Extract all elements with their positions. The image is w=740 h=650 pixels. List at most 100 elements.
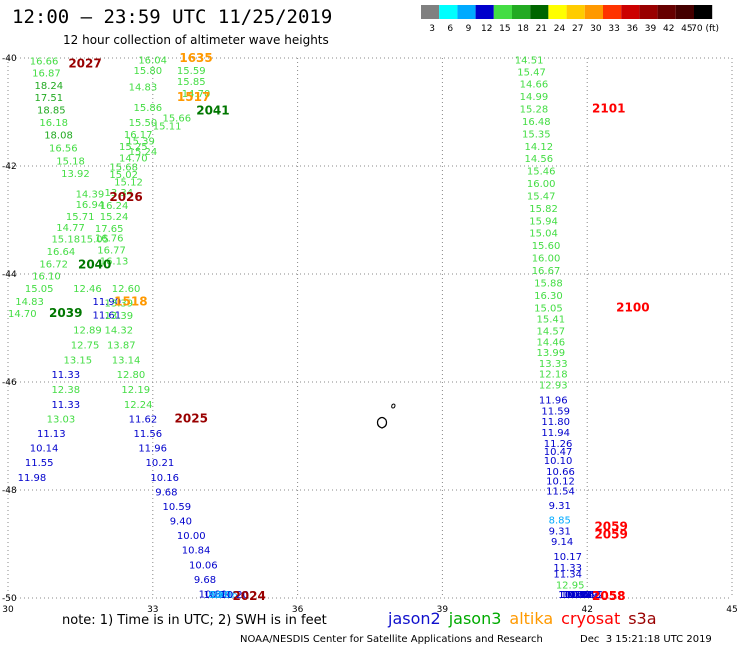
wave-height-label: 10.16 — [150, 473, 179, 484]
wave-height-label: 10.12 — [546, 477, 575, 488]
wave-height-label: 18.85 — [37, 106, 66, 117]
wave-height-label: 14.70 — [182, 89, 211, 100]
chart-subtitle: 12 hour collection of altimeter wave hei… — [63, 33, 329, 47]
wave-height-label: 11.61 — [92, 310, 121, 321]
scale-swatch — [639, 5, 658, 19]
scale-label: 21 — [536, 24, 547, 34]
legend-item-cryosat: cryosat — [561, 609, 621, 628]
wave-height-label: 13.03 — [47, 415, 76, 426]
scale-swatch — [421, 5, 440, 19]
wave-height-label: 15.18 — [56, 156, 85, 167]
wave-height-label: 12.75 — [71, 341, 100, 352]
y-tick-label: -40 — [2, 54, 17, 64]
wave-height-label: 16.00 — [527, 179, 556, 190]
wave-height-label: 15.05 — [25, 284, 54, 295]
wave-height-label: 15.25 — [119, 142, 148, 153]
scale-swatch — [621, 5, 640, 19]
credit-date: Dec 3 15:21:18 UTC 2019 — [580, 634, 712, 645]
wave-height-label: 11.94 — [541, 428, 570, 439]
wave-height-label: 16.24 — [100, 201, 129, 212]
wave-height-label: 14.77 — [56, 223, 85, 234]
wave-height-label: 15.12 — [114, 177, 143, 188]
scale-label: 12 — [481, 24, 492, 34]
wave-height-label: 8.80 — [208, 590, 230, 601]
scale-label: 27 — [572, 24, 583, 34]
wave-height-label: 16.66 — [30, 56, 59, 67]
wave-height-label: 11.26 — [544, 439, 573, 450]
wave-height-label: 12.19 — [121, 385, 150, 396]
wave-height-label: 10.84 — [182, 546, 211, 557]
scale-swatch — [694, 5, 713, 19]
wave-height-label: 8.85 — [549, 515, 571, 526]
wave-height-label: 9.31 — [549, 526, 571, 537]
scale-label: 33 — [608, 24, 619, 34]
scale-swatch — [493, 5, 512, 19]
pass-time-label: 2040 — [78, 258, 111, 272]
pass-time-label: 2059 — [594, 520, 627, 534]
pass-time-label: 2024 — [232, 589, 265, 603]
wave-height-label: 12.46 — [73, 284, 102, 295]
wave-height-label: 10.06 — [189, 560, 218, 571]
wave-height-label: 16.72 — [39, 260, 68, 271]
scale-label: 30 — [590, 24, 602, 34]
wave-height-label: 8.61 — [211, 590, 233, 601]
scale-label: 3 — [429, 24, 435, 34]
wave-height-label: 14.99 — [520, 92, 549, 103]
wave-height-label: 10.55 — [563, 590, 592, 601]
wave-height-label: 14.46 — [537, 337, 566, 348]
wave-height-label: 11.96 — [539, 396, 568, 407]
wave-height-label: 10.22 — [558, 590, 587, 601]
wave-height-label: 15.05 — [80, 235, 109, 246]
scale-label: 24 — [554, 24, 566, 34]
pass-time-label: 2058 — [592, 589, 625, 603]
wave-height-label: 9.31 — [549, 501, 571, 512]
wave-height-label: 13.87 — [107, 341, 136, 352]
wave-height-label: 12.80 — [117, 370, 146, 381]
wave-height-label: 14.70 — [119, 154, 148, 165]
wave-height-label: 11.90 — [92, 297, 121, 308]
wave-height-label: 15.94 — [529, 216, 558, 227]
wave-height-label: 15.66 — [162, 114, 191, 125]
x-tick-label: 42 — [581, 605, 592, 615]
wave-height-label: 10.80 — [199, 589, 228, 600]
pass-time-label: 2100 — [616, 300, 649, 314]
scale-swatch — [439, 5, 458, 19]
wave-height-label: 15.46 — [527, 167, 556, 178]
wave-height-label: 11.13 — [37, 429, 66, 440]
pass-time-label: 2027 — [68, 57, 101, 71]
scale-swatch — [584, 5, 603, 19]
scale-label: 36 — [627, 24, 639, 34]
wave-height-label: 15.71 — [66, 212, 95, 223]
pass-time-label: 2025 — [175, 412, 208, 426]
wave-height-label: 10.21 — [146, 458, 175, 469]
wave-height-label: 16.18 — [39, 118, 68, 129]
wave-height-label: 11.54 — [546, 486, 575, 497]
wave-height-label: 13.92 — [61, 169, 90, 180]
scale-swatch — [475, 5, 494, 19]
y-tick-label: -50 — [2, 594, 17, 604]
wave-height-label: 11.56 — [133, 429, 162, 440]
wave-height-label: 15.11 — [153, 121, 182, 132]
wave-height-label: 8.96 — [216, 590, 238, 601]
wave-height-label: 9.40 — [170, 517, 192, 528]
wave-height-label: 18.24 — [35, 81, 64, 92]
wave-height-label: 16.13 — [100, 256, 129, 267]
wave-height-label: 15.18 — [51, 235, 80, 246]
pass-time-label: 2026 — [109, 190, 142, 204]
x-tick-label: 45 — [726, 605, 737, 615]
wave-height-label: 15.80 — [133, 66, 162, 77]
x-tick-label: 36 — [292, 605, 304, 615]
scale-swatch — [657, 5, 676, 19]
wave-height-label: 16.04 — [138, 55, 167, 66]
wave-height-label: 14.70 — [8, 309, 37, 320]
wave-height-label: 17.51 — [35, 93, 64, 104]
wave-height-label: 15.68 — [109, 162, 138, 173]
wave-height-label: 9.30 — [568, 590, 590, 601]
wave-height-label: 13.14 — [112, 356, 141, 367]
legend-item-s3a: s3a — [628, 609, 657, 628]
wave-height-label: 16.30 — [534, 291, 563, 302]
wave-height-label: 11.33 — [553, 563, 582, 574]
wave-height-label: 11.59 — [541, 406, 570, 417]
wave-height-label: 15.88 — [534, 278, 563, 289]
wave-height-label: 11.55 — [25, 458, 54, 469]
